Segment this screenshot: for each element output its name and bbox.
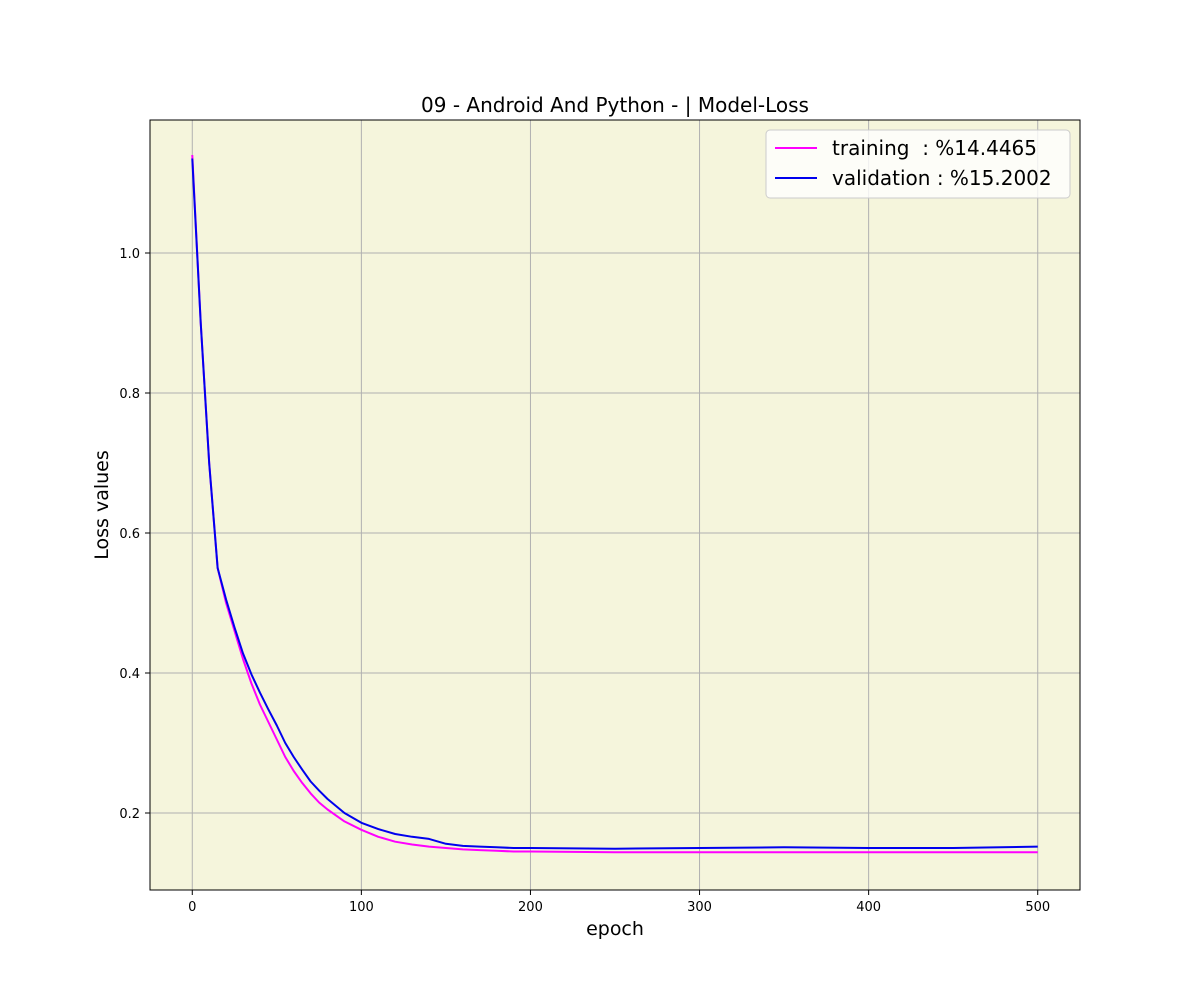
y-tick-label: 0.6 (119, 527, 140, 542)
validation-loss-line (191, 158, 1038, 850)
y-tick-label: 0.2 (119, 807, 140, 822)
legend-label-training: training : %14.4465 (832, 136, 1037, 160)
legend-box (765, 129, 1071, 199)
chart-title: 09 - Android And Python - | Model-Loss (421, 93, 809, 117)
x-tick-label: 0 (188, 900, 196, 915)
y-axis-ticks: 0.2 0.4 0.6 0.8 1.0 (119, 247, 150, 822)
x-tick-label: 100 (349, 900, 374, 915)
x-tick-label: 300 (687, 900, 712, 915)
grid-lines (150, 120, 1080, 890)
plot-area (150, 120, 1080, 890)
x-tick-label: 200 (518, 900, 543, 915)
series-lines (191, 154, 1038, 854)
legend: training : %14.4465 validation : %15.200… (765, 129, 1071, 199)
x-axis-ticks: 0 100 200 300 400 500 (188, 890, 1050, 915)
training-loss-line (191, 154, 1038, 854)
x-tick-label: 400 (856, 900, 881, 915)
plot-frame (149, 119, 1081, 891)
y-tick-label: 1.0 (119, 247, 140, 262)
x-axis-label: epoch (586, 918, 644, 940)
y-tick-label: 0.4 (119, 667, 140, 682)
y-axis-label: Loss values (91, 450, 113, 560)
y-tick-label: 0.8 (119, 387, 140, 402)
x-tick-label: 500 (1025, 900, 1050, 915)
legend-label-validation: validation : %15.2002 (832, 166, 1052, 190)
